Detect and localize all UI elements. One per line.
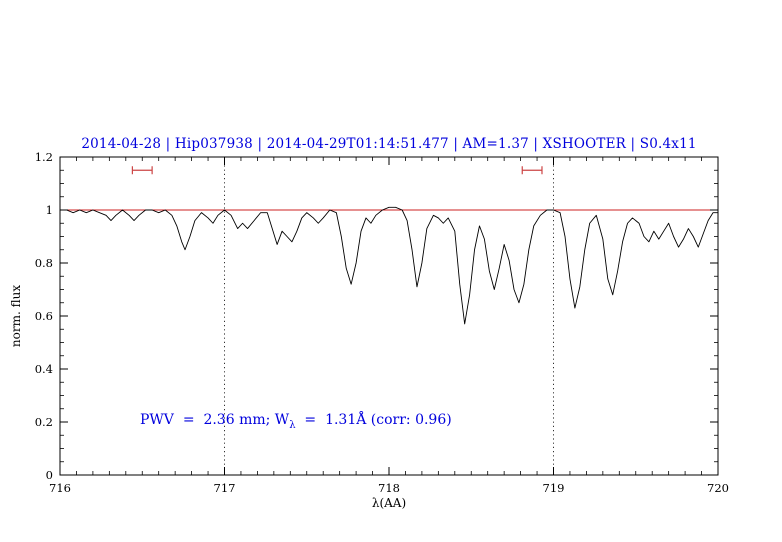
chart-title: 2014-04-28 | Hip037938 | 2014-04-29T01:1… (81, 136, 697, 152)
pwv-annotation-sub: λ (289, 419, 296, 431)
x-tick-label: 719 (543, 481, 565, 495)
y-axis-label: norm. flux (9, 285, 23, 347)
y-tick-label: 1 (46, 203, 53, 217)
x-tick-label: 716 (49, 481, 71, 495)
pwv-annotation-part1: PWV = 2.36 mm; W (140, 412, 290, 428)
x-tick-label: 720 (707, 481, 729, 495)
y-tick-label: 0.2 (35, 415, 53, 429)
y-tick-label: 0.8 (35, 256, 53, 270)
y-tick-label: 0.6 (35, 309, 53, 323)
y-tick-label: 0.4 (35, 362, 53, 376)
y-tick-label: 1.2 (35, 150, 53, 164)
y-tick-label: 0 (46, 468, 53, 482)
pwv-annotation: PWV = 2.36 mm; Wλ = 1.31Å (corr: 0.96) (140, 412, 452, 431)
x-tick-label: 718 (378, 481, 400, 495)
x-tick-label: 717 (214, 481, 236, 495)
x-axis-label: λ(AA) (372, 496, 406, 510)
pwv-annotation-part2: = 1.31Å (corr: 0.96) (295, 412, 452, 428)
